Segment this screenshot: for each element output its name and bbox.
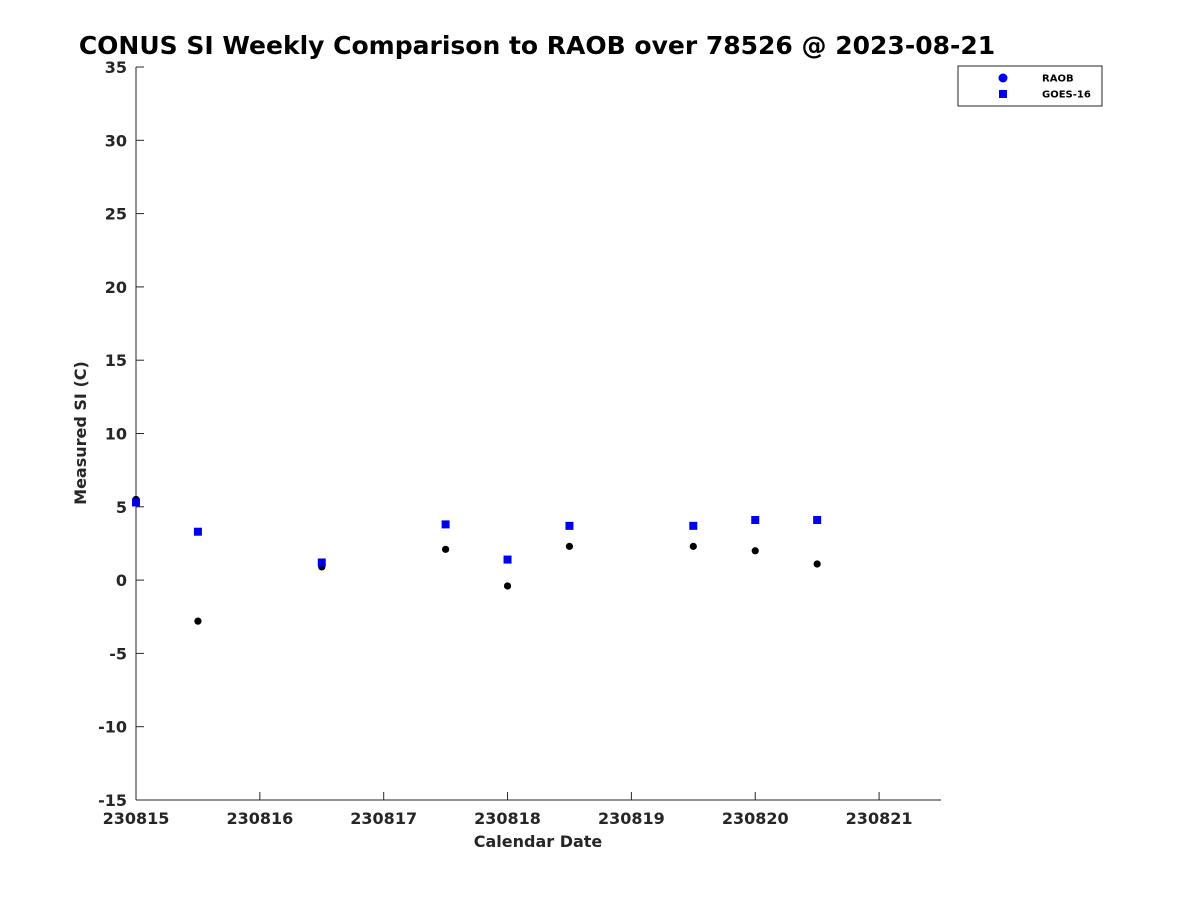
- y-tick-label: 25: [105, 205, 127, 224]
- x-tick-label: 230817: [350, 809, 417, 828]
- data-marks: [132, 495, 822, 625]
- legend-raob-label: RAOB: [1042, 74, 1074, 85]
- y-axis-label: Measured SI (C): [71, 361, 90, 505]
- y-tick-label: 5: [116, 498, 127, 517]
- raob-point: [503, 582, 512, 590]
- x-tick-label: 230821: [846, 809, 913, 828]
- y-tick-label: 30: [105, 131, 127, 150]
- raob-point: [442, 545, 450, 553]
- raob-point: [194, 617, 202, 625]
- x-tick-label: 230818: [474, 809, 541, 828]
- x-tick-label: 230820: [722, 809, 789, 828]
- y-tick-label: -15: [98, 791, 127, 810]
- x-axis-label: Calendar Date: [474, 832, 603, 851]
- goes-16-point: [193, 527, 202, 536]
- axes: -15 -10 -5 0 5 10 15 20 25 30 35 230815 230816 230817…: [98, 58, 941, 828]
- goes-16-point: [441, 520, 450, 529]
- raob-point: [689, 542, 697, 550]
- raob-point: [565, 542, 574, 550]
- y-tick-label: 15: [105, 351, 127, 370]
- x-tick-label: 230815: [103, 809, 170, 828]
- legend-goes-16-label: GOES-16: [1042, 90, 1091, 101]
- y-tick-label: 10: [105, 425, 127, 444]
- goes-16-point: [689, 521, 698, 530]
- raob-point: [751, 547, 759, 555]
- legend-box: [957, 65, 1103, 107]
- y-tick-label: 0: [116, 571, 127, 590]
- y-tick-label: -10: [98, 718, 127, 737]
- goes-16-point: [503, 555, 512, 564]
- legend-raob-marker: [998, 73, 1008, 83]
- y-tick-label: -5: [109, 644, 127, 663]
- legend: RAOB GOES-16: [957, 65, 1103, 107]
- goes-16-point: [132, 498, 140, 507]
- x-tick-label: 230816: [226, 809, 293, 828]
- x-tick-label: 230819: [598, 809, 665, 828]
- goes-16-point: [813, 515, 822, 524]
- goes-16-point: [317, 558, 326, 567]
- y-tick-label: 35: [105, 58, 127, 77]
- goes-16-point: [751, 515, 760, 524]
- raob-point: [813, 560, 821, 568]
- y-tick-label: 20: [105, 278, 127, 297]
- legend-goes-16-marker: [999, 90, 1007, 98]
- goes-16-point: [565, 521, 574, 530]
- chart-title: CONUS SI Weekly Comparison to RAOB over …: [79, 31, 995, 60]
